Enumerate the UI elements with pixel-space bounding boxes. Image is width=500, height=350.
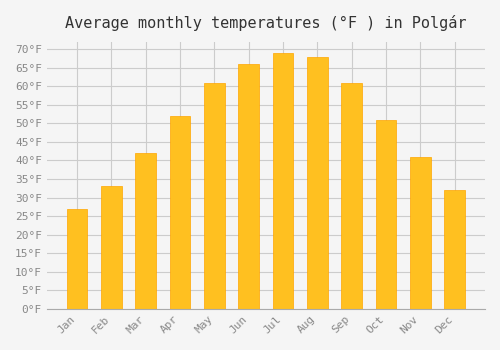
- Bar: [307, 57, 328, 309]
- Bar: [204, 83, 225, 309]
- Bar: [170, 116, 190, 309]
- Bar: [410, 157, 430, 309]
- Bar: [136, 153, 156, 309]
- Bar: [67, 209, 87, 309]
- Bar: [444, 190, 465, 309]
- Title: Average monthly temperatures (°F ) in Polgár: Average monthly temperatures (°F ) in Po…: [65, 15, 466, 31]
- Bar: [342, 83, 362, 309]
- Bar: [238, 64, 259, 309]
- Bar: [101, 187, 121, 309]
- Bar: [376, 120, 396, 309]
- Bar: [273, 53, 293, 309]
